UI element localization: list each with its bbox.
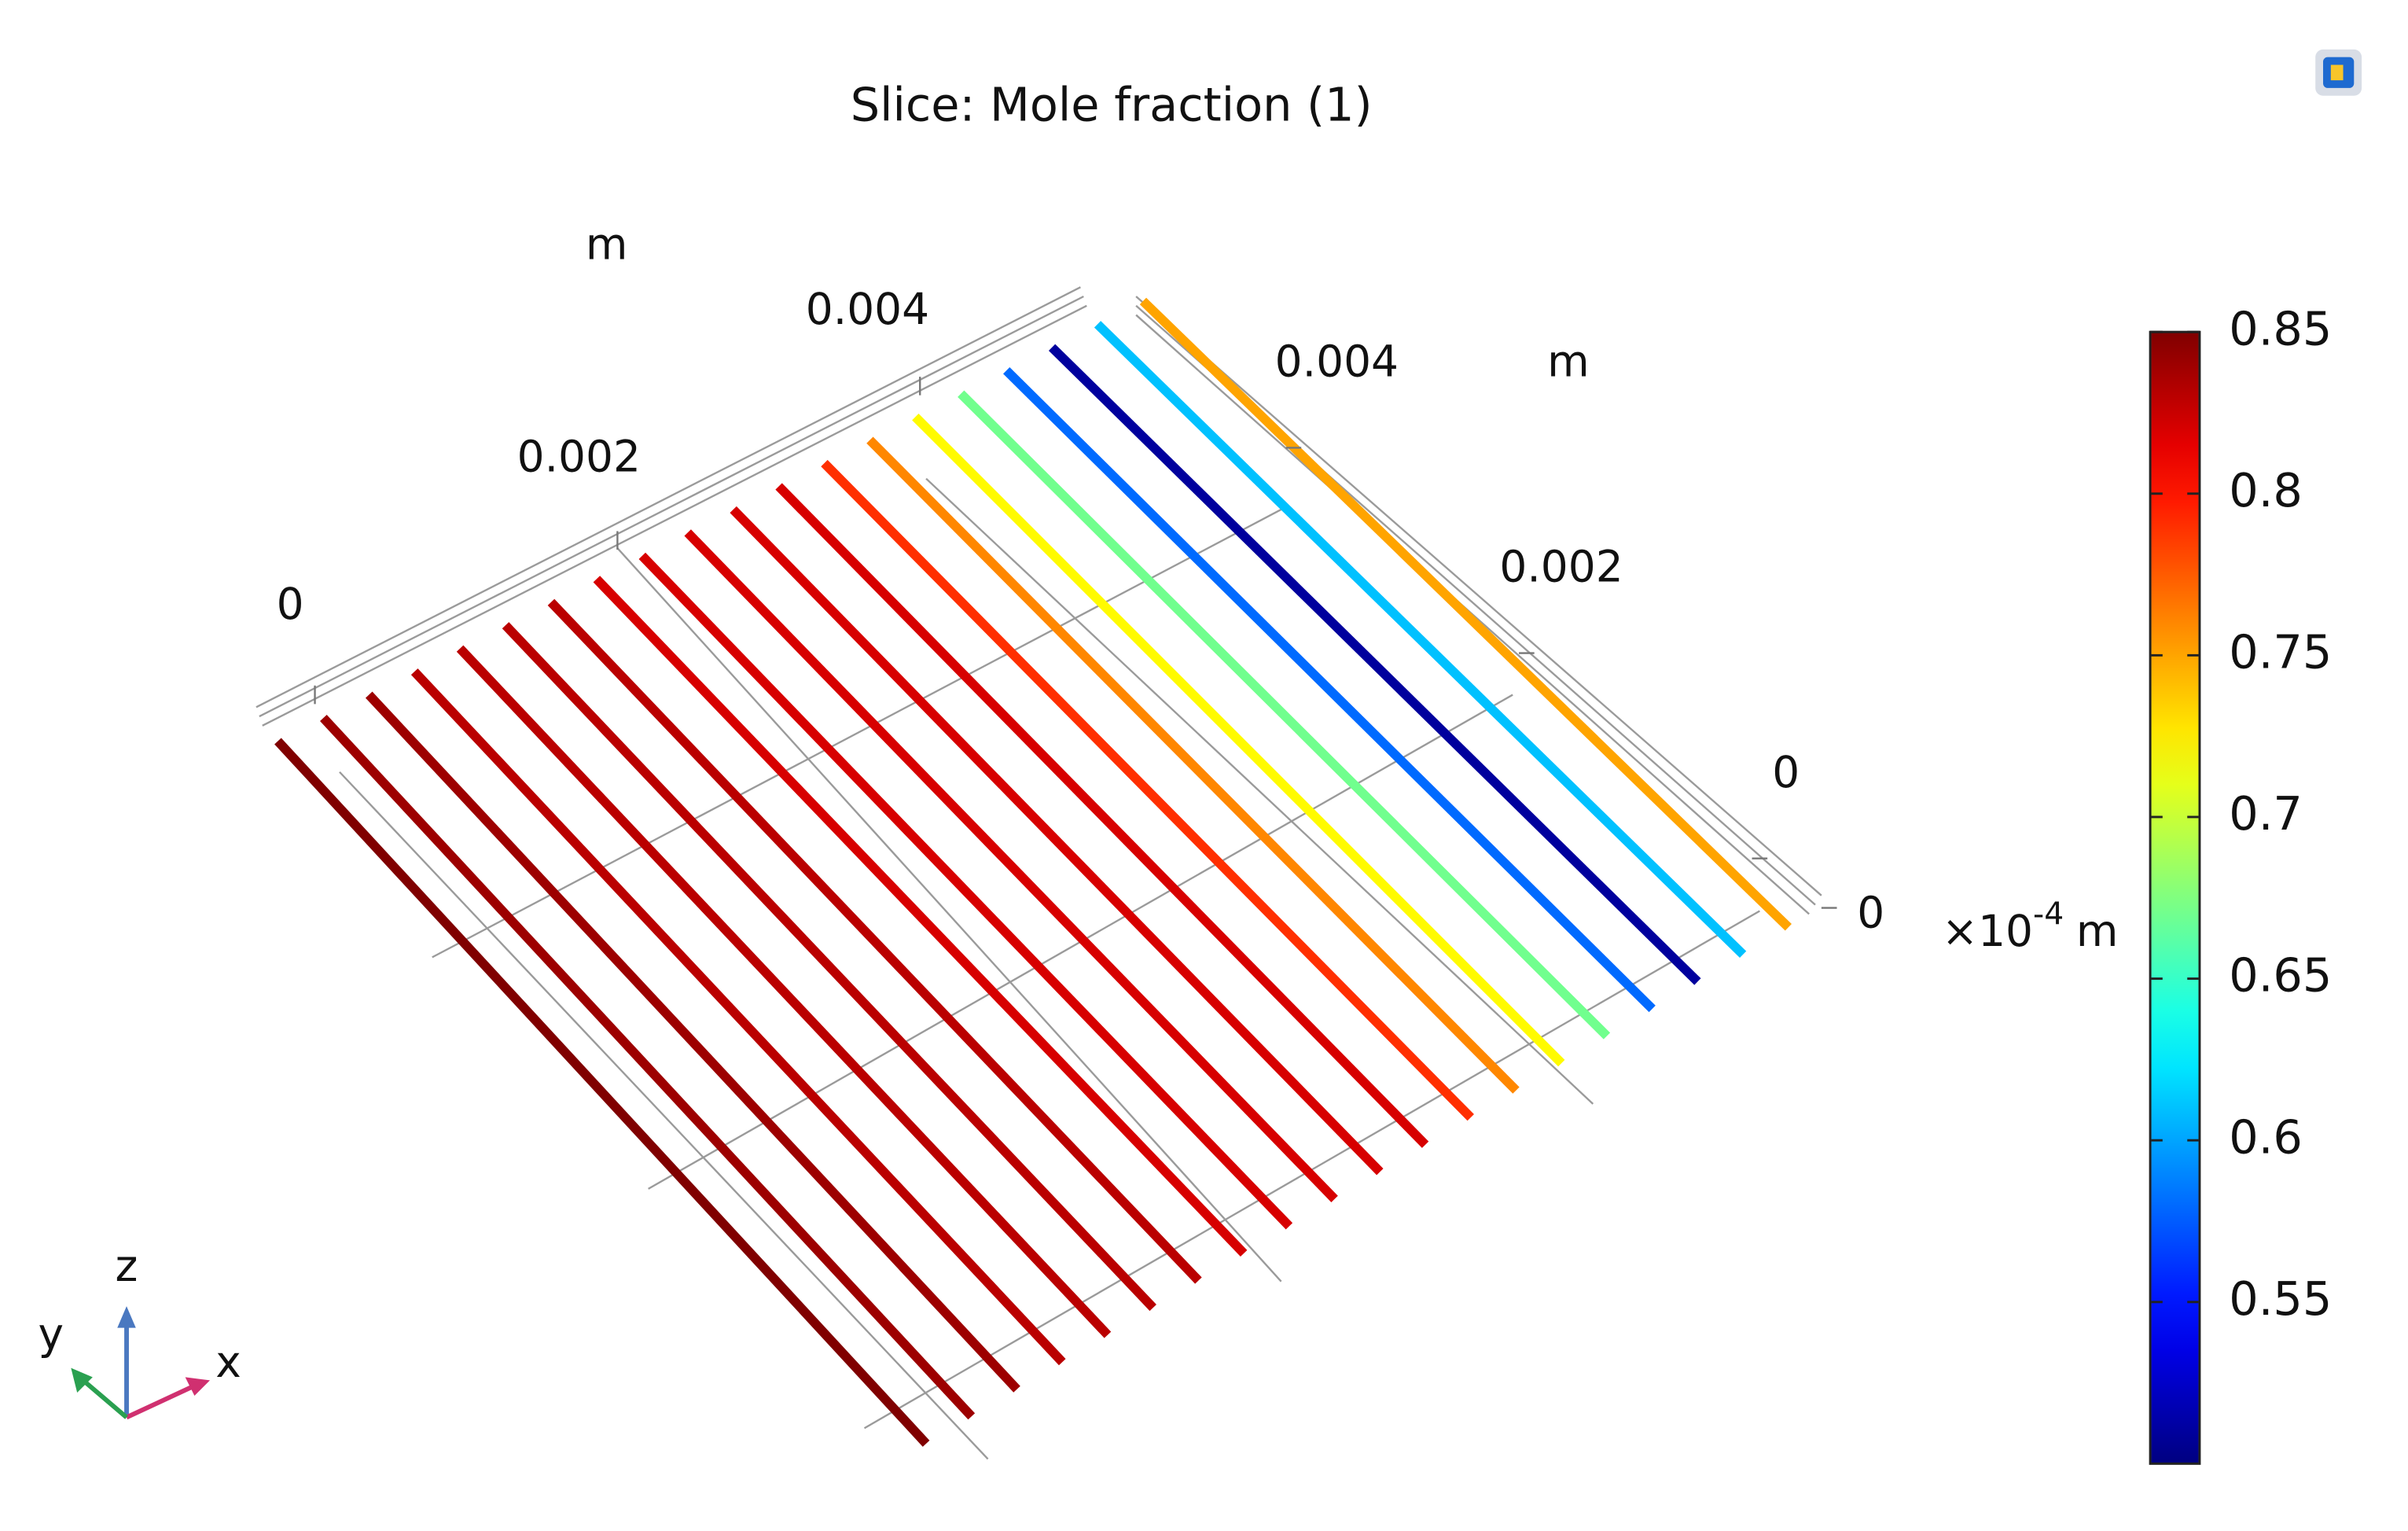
y-axis-unit: m (1547, 337, 1590, 387)
slice-line (1048, 344, 1701, 985)
z-tick-label: 0 (1857, 887, 1884, 937)
y-tick-label: 0.002 (1499, 542, 1623, 592)
slice-line (274, 738, 930, 1447)
slice-line (547, 598, 1202, 1284)
z-axis-scale: ×10-4 m (1942, 896, 2118, 956)
z-scale-exponent: -4 (2033, 896, 2064, 932)
triad-y: y (39, 1309, 64, 1360)
slice-line (821, 459, 1474, 1121)
logo (2315, 49, 2362, 96)
slice-line (1094, 321, 1747, 959)
colorbar-tick-label: 0.8 (2229, 463, 2303, 517)
x-axis-unit: m (586, 219, 628, 269)
slice-line (775, 483, 1429, 1148)
slice-line (912, 413, 1565, 1067)
colorbar-tick-label: 0.6 (2229, 1110, 2303, 1164)
x-tick-label: 0.002 (517, 431, 641, 481)
colorbar-tick-label: 0.7 (2229, 786, 2303, 841)
slice-line (502, 622, 1156, 1312)
colorbar-tick-label: 0.65 (2229, 948, 2332, 1003)
slice-line (684, 529, 1338, 1202)
slice-line (365, 691, 1020, 1393)
slice-line (730, 506, 1384, 1176)
z-scale-label: ×10 (1942, 906, 2033, 956)
triad: z x y (39, 1241, 241, 1420)
slice-line (1139, 297, 1792, 931)
slice-line (456, 645, 1112, 1338)
slice-line (866, 436, 1520, 1094)
colorbar-tick-label: 0.85 (2229, 301, 2332, 355)
slice-line (593, 576, 1248, 1257)
triad-z: z (116, 1241, 138, 1291)
y-tick-label: 0 (1772, 747, 1800, 797)
colorbar-tick-label: 0.75 (2229, 624, 2332, 679)
triad-x: x (215, 1337, 241, 1387)
colorbar-tick-label: 0.55 (2229, 1272, 2332, 1326)
slice-line (638, 552, 1293, 1230)
slice-line (958, 390, 1611, 1040)
slice-line (1003, 367, 1656, 1013)
z-axis-unit: m (2076, 906, 2119, 956)
colorbar (2149, 330, 2201, 1465)
x-tick-label: 0 (277, 579, 304, 629)
x-tick-label: 0.004 (806, 284, 929, 334)
chart-title: Slice: Mole fraction (1) (851, 78, 1373, 132)
slice-line (320, 715, 976, 1420)
slice-line (410, 668, 1066, 1366)
y-tick-label: 0.004 (1275, 337, 1399, 387)
